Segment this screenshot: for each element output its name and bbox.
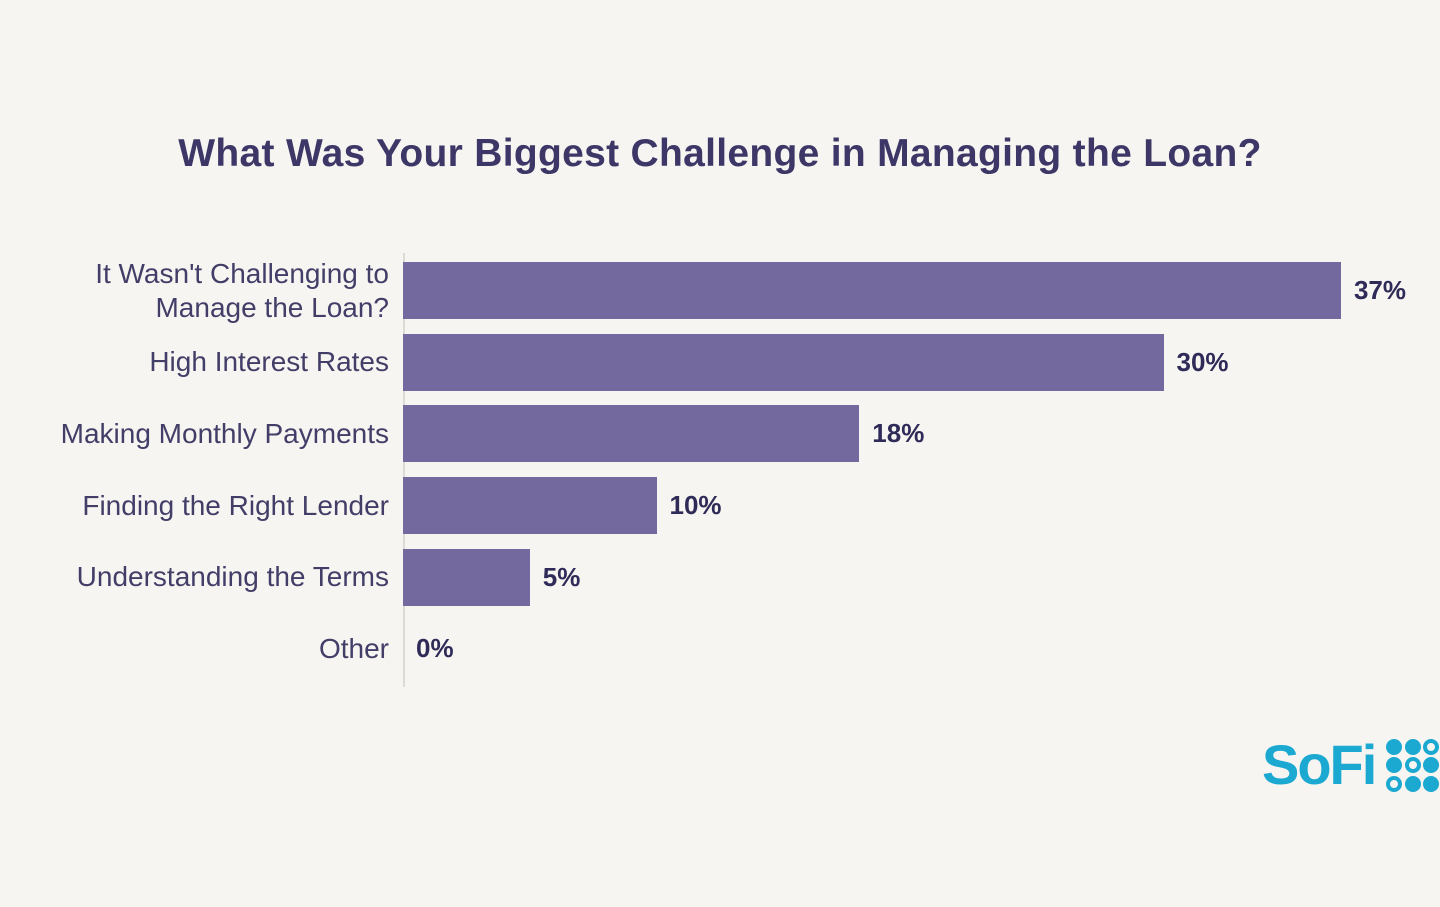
logo-dot-filled-icon — [1423, 775, 1440, 792]
logo-dot-filled-icon — [1423, 757, 1440, 773]
sofi-logo-dots-icon — [1386, 738, 1440, 792]
bar — [403, 477, 657, 535]
category-label: Making Monthly Payments — [60, 417, 389, 449]
value-label: 5% — [542, 561, 581, 592]
chart-title: What Was Your Biggest Challenge in Manag… — [178, 132, 1262, 175]
bar-row: Making Monthly Payments 18% — [0, 398, 1440, 470]
logo-dot-filled-icon — [1404, 775, 1421, 792]
bar-row: Understanding the Terms 5% — [0, 541, 1440, 613]
bar — [403, 262, 1341, 320]
bar-area: 10% — [403, 477, 1440, 535]
category-label: Understanding the Terms — [76, 561, 389, 593]
logo-dot-filled-icon — [1386, 757, 1403, 773]
bar-chart: It Wasn't Challenging to Manage the Loan… — [0, 255, 1440, 685]
bar-area: 37% — [403, 262, 1440, 320]
bar-area: 0% — [403, 620, 1440, 677]
bar — [403, 405, 860, 463]
logo-dot-outline-icon — [1423, 738, 1440, 755]
value-label: 10% — [669, 490, 722, 521]
bar-row: Other 0% — [0, 613, 1440, 685]
value-label: 0% — [416, 633, 454, 664]
logo-dot-filled-icon — [1386, 738, 1403, 755]
value-label: 30% — [1176, 346, 1229, 377]
value-label: 18% — [872, 418, 925, 449]
logo-dot-outline-icon — [1386, 775, 1403, 792]
bar-area: 18% — [403, 405, 1440, 463]
logo-dot-outline-icon — [1404, 757, 1421, 773]
logo-dot-filled-icon — [1404, 738, 1421, 755]
bar-area: 5% — [403, 548, 1440, 606]
bar — [403, 548, 530, 606]
bar — [403, 333, 1164, 391]
bar-area: 30% — [403, 333, 1440, 391]
value-label: 37% — [1353, 275, 1406, 306]
bar-row: It Wasn't Challenging to Manage the Loan… — [0, 255, 1440, 327]
category-label: High Interest Rates — [149, 346, 389, 378]
category-label: It Wasn't Challenging to Manage the Loan… — [95, 257, 389, 323]
category-label: Finding the Right Lender — [82, 489, 389, 521]
bar-row: High Interest Rates 30% — [0, 327, 1440, 399]
y-axis-line — [403, 253, 405, 687]
bar-row: Finding the Right Lender 10% — [0, 470, 1440, 542]
sofi-logo: SoFi ® — [1262, 737, 1440, 793]
sofi-logo-text: SoFi — [1262, 733, 1377, 796]
category-label: Other — [318, 632, 389, 664]
